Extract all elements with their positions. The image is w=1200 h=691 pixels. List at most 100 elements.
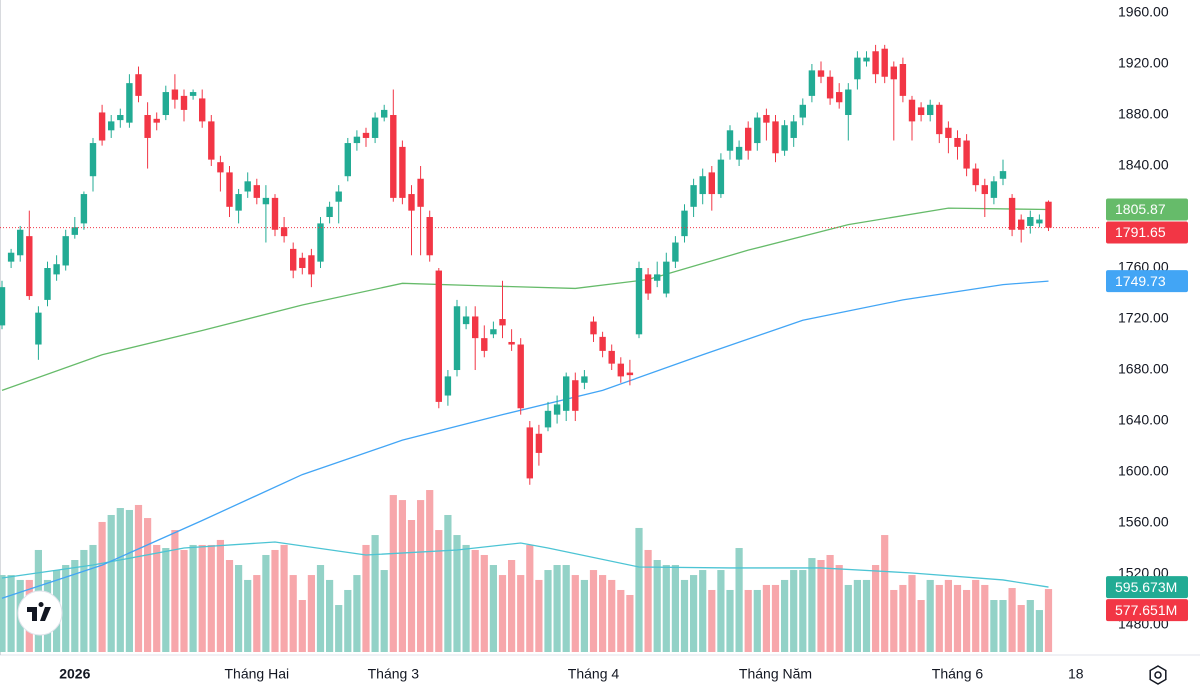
- candle-body: [863, 57, 870, 62]
- candle-body: [945, 127, 952, 138]
- volume-bar: [799, 570, 807, 652]
- volume-bar: [271, 549, 279, 652]
- price-tag-bg: [1106, 576, 1188, 599]
- volume-bar: [162, 548, 170, 652]
- volume-bar: [598, 575, 607, 652]
- volume-bar: [344, 589, 352, 652]
- candle-body: [535, 433, 543, 453]
- y-tick-label: 1600.00: [1118, 463, 1169, 479]
- volume-bar: [507, 560, 516, 652]
- candle-body: [926, 104, 934, 116]
- candle-body: [199, 98, 206, 122]
- candle-body: [344, 143, 351, 177]
- price-tag: 1749.73: [1115, 273, 1166, 289]
- volume-bar: [735, 548, 743, 652]
- candle-body: [990, 181, 998, 198]
- candle-body: [217, 162, 224, 173]
- candle-body: [1017, 219, 1025, 230]
- volume-bar: [235, 565, 243, 652]
- candle-body: [189, 92, 197, 96]
- candle-body: [390, 115, 397, 198]
- candle-body: [954, 137, 961, 147]
- candle-body: [772, 121, 779, 154]
- candle-body: [872, 51, 879, 75]
- settings-icon: [1149, 665, 1167, 685]
- candle-body: [835, 92, 843, 103]
- volume-bar: [762, 584, 770, 652]
- candle-body: [781, 125, 788, 151]
- volume-bar: [198, 544, 206, 652]
- volume-bar: [189, 544, 197, 652]
- y-tick-label: 1640.00: [1118, 412, 1169, 428]
- volume-bar: [617, 589, 625, 652]
- candle-body: [854, 57, 861, 80]
- volume-bar: [353, 575, 361, 652]
- tradingview-logo[interactable]: [17, 590, 63, 636]
- candle-body: [417, 178, 424, 207]
- price-tag: 1805.87: [1115, 201, 1166, 217]
- volume-bar: [699, 570, 707, 652]
- candle-body: [644, 274, 652, 294]
- logo-mark: [27, 602, 51, 621]
- volume-bar: [453, 535, 461, 652]
- candle-body: [371, 117, 379, 138]
- price-tag-bg: [1106, 221, 1188, 244]
- volume-bar: [462, 544, 470, 652]
- volume-bar: [890, 589, 898, 652]
- volume-bar: [180, 549, 188, 652]
- volume-bar: [225, 560, 234, 652]
- volume-bar: [316, 565, 325, 652]
- candle-body: [317, 223, 324, 262]
- candle-body: [808, 70, 816, 96]
- price-tag-bg: [1106, 198, 1188, 221]
- volume-bar: [107, 514, 115, 652]
- candle-body: [17, 229, 24, 256]
- settings-button[interactable]: [1149, 665, 1167, 685]
- candle-body: [26, 236, 33, 297]
- price-tag: 1791.65: [1115, 224, 1166, 240]
- candle-body: [581, 376, 588, 383]
- volume-bar: [571, 575, 579, 652]
- y-tick-label: 1720.00: [1118, 310, 1169, 326]
- candle-body: [208, 121, 215, 160]
- volume-bar: [426, 490, 434, 652]
- candle-body: [626, 372, 634, 376]
- candle-body: [899, 64, 907, 96]
- volume-bar: [517, 575, 525, 652]
- volume-bar: [444, 514, 452, 652]
- candle-body: [271, 197, 279, 230]
- candle-body: [608, 350, 615, 364]
- price-tag-bg: [1106, 599, 1188, 622]
- volume-bar: [1044, 589, 1053, 652]
- candle-body: [517, 344, 524, 409]
- volume-bar: [662, 565, 670, 652]
- candle-body: [108, 121, 115, 131]
- y-tick-label: 1680.00: [1118, 361, 1169, 377]
- volume-bar: [289, 575, 297, 652]
- candle-body: [299, 257, 306, 269]
- candle-body: [590, 321, 597, 335]
- candle-body: [826, 76, 834, 99]
- candle-body: [1045, 201, 1052, 228]
- volume-bar: [7, 575, 15, 652]
- volume-bar: [335, 605, 343, 652]
- volume-bar: [844, 584, 852, 652]
- volume-bar: [635, 527, 643, 652]
- candle-body: [117, 115, 124, 121]
- volume-bar: [362, 544, 370, 652]
- price-tag: 595.673M: [1115, 579, 1177, 595]
- candle-body: [690, 185, 697, 207]
- candle-body: [681, 210, 688, 237]
- candle-body: [490, 329, 497, 335]
- volume-bar: [253, 575, 261, 652]
- candle-body: [71, 227, 79, 235]
- candle-body: [135, 74, 142, 96]
- volume-bar: [1017, 605, 1025, 652]
- candle-body: [44, 268, 51, 300]
- candle-body: [544, 410, 552, 428]
- volume-bar: [671, 565, 679, 652]
- candle-body: [726, 130, 734, 151]
- candle-body: [635, 268, 643, 335]
- candle-body: [408, 194, 415, 211]
- volume-bar: [526, 544, 534, 652]
